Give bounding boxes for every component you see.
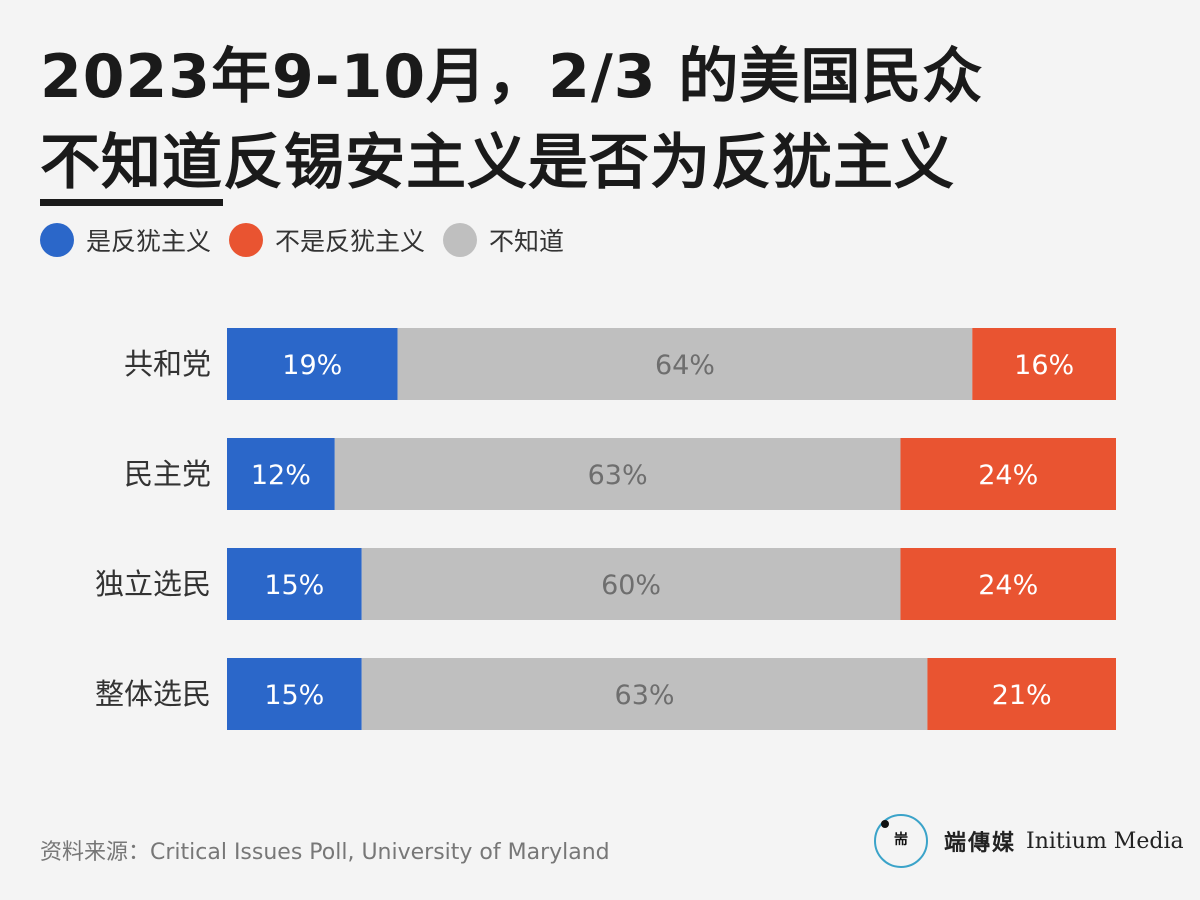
title-line-2-rest: 反锡安主义是否为反犹主义 — [223, 128, 955, 198]
title-line-1: 2023年9-10月，2/3 的美国民众 — [40, 42, 984, 112]
bar-segment-unknown — [361, 658, 928, 730]
source-note: 资料来源：Critical Issues Poll, University of… — [40, 840, 610, 865]
title-line-2: 不知道反锡安主义是否为反犹主义 — [40, 120, 1180, 206]
data-label-no: 21% — [992, 680, 1052, 711]
category-label: 整体选民 — [95, 677, 211, 711]
category-label: 独立选民 — [95, 567, 211, 601]
bar-segment-unknown — [397, 328, 973, 400]
bar-segment-no — [900, 548, 1116, 620]
initium-logo-icon: 耑 — [874, 814, 928, 868]
data-label-no: 24% — [978, 570, 1038, 601]
data-label-yes: 15% — [264, 570, 324, 601]
data-label-unknown: 63% — [588, 460, 648, 491]
legend-label-unknown: 不知道 — [489, 227, 565, 256]
data-label-unknown: 64% — [655, 350, 715, 381]
legend-swatch-yes — [40, 223, 74, 257]
bar-segment-unknown — [361, 548, 901, 620]
data-label-yes: 15% — [264, 680, 324, 711]
bar-segment-yes — [227, 658, 362, 730]
data-label-yes: 12% — [251, 460, 311, 491]
legend-label-yes: 是反犹主义 — [86, 227, 212, 256]
legend-item-unknown: 不知道 — [443, 222, 564, 258]
data-label-yes: 19% — [282, 350, 342, 381]
data-label-unknown: 63% — [615, 680, 675, 711]
category-label: 共和党 — [124, 347, 211, 381]
bar-segment-yes — [227, 438, 335, 510]
bar-segment-no — [927, 658, 1116, 730]
data-label-no: 16% — [1014, 350, 1074, 381]
chart-title: 2023年9-10月，2/3 的美国民众 不知道反锡安主义是否为反犹主义 — [40, 34, 1180, 206]
bar-segment-no — [900, 438, 1116, 510]
legend-swatch-unknown — [443, 223, 478, 257]
legend-label-no: 不是反犹主义 — [275, 227, 426, 256]
logo-glyph: 耑 — [894, 832, 908, 848]
legend-item-yes: 是反犹主义 — [40, 222, 211, 258]
legend: 是反犹主义 不是反犹主义 不知道 — [40, 222, 582, 258]
legend-swatch-no — [229, 223, 264, 257]
legend-item-no: 不是反犹主义 — [229, 222, 425, 258]
title-emphasis: 不知道 — [40, 127, 223, 206]
bar-segment-yes — [227, 548, 362, 620]
bar-segment-yes — [227, 328, 398, 400]
brand: 耑 端傳媒 Initium Media — [874, 814, 1184, 868]
brand-name-en: Initium Media — [1026, 828, 1184, 854]
bar-segment-unknown — [334, 438, 901, 510]
brand-name-cn: 端傳媒 — [944, 830, 1017, 856]
bar-segment-no — [972, 328, 1116, 400]
data-label-no: 24% — [978, 460, 1038, 491]
category-label: 民主党 — [124, 457, 211, 491]
data-label-unknown: 60% — [601, 570, 661, 601]
